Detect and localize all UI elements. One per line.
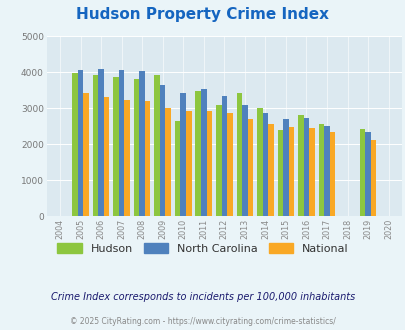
Bar <box>297 115 303 216</box>
Bar <box>364 132 370 216</box>
Bar <box>98 69 104 216</box>
Bar <box>93 75 98 216</box>
Bar <box>277 130 282 216</box>
Bar <box>241 105 247 216</box>
Bar <box>139 71 145 216</box>
Bar <box>119 70 124 216</box>
Text: © 2025 CityRating.com - https://www.cityrating.com/crime-statistics/: © 2025 CityRating.com - https://www.city… <box>70 317 335 326</box>
Bar <box>145 101 150 216</box>
Bar <box>83 93 89 216</box>
Bar <box>104 97 109 216</box>
Bar <box>185 111 191 216</box>
Bar <box>180 93 185 216</box>
Bar <box>221 96 226 216</box>
Bar <box>329 132 335 216</box>
Bar <box>359 129 364 216</box>
Bar <box>236 93 241 216</box>
Bar <box>124 100 130 216</box>
Bar <box>226 113 232 216</box>
Bar <box>282 119 288 216</box>
Legend: Hudson, North Carolina, National: Hudson, North Carolina, National <box>53 239 352 258</box>
Bar <box>206 111 211 216</box>
Bar <box>262 113 267 216</box>
Bar <box>165 108 171 216</box>
Bar <box>113 77 119 216</box>
Bar <box>215 105 221 216</box>
Bar <box>288 127 294 216</box>
Bar <box>154 75 160 216</box>
Bar <box>370 140 375 216</box>
Bar <box>78 70 83 216</box>
Bar <box>303 118 309 216</box>
Bar <box>195 91 200 216</box>
Text: Hudson Property Crime Index: Hudson Property Crime Index <box>76 7 329 22</box>
Bar <box>247 119 253 216</box>
Bar <box>324 126 329 216</box>
Bar <box>160 85 165 216</box>
Bar <box>72 73 78 216</box>
Bar <box>256 108 262 216</box>
Bar <box>134 80 139 216</box>
Text: Crime Index corresponds to incidents per 100,000 inhabitants: Crime Index corresponds to incidents per… <box>51 292 354 302</box>
Bar <box>309 128 314 216</box>
Bar <box>200 89 206 216</box>
Bar <box>318 124 324 216</box>
Bar <box>175 121 180 216</box>
Bar <box>267 124 273 216</box>
